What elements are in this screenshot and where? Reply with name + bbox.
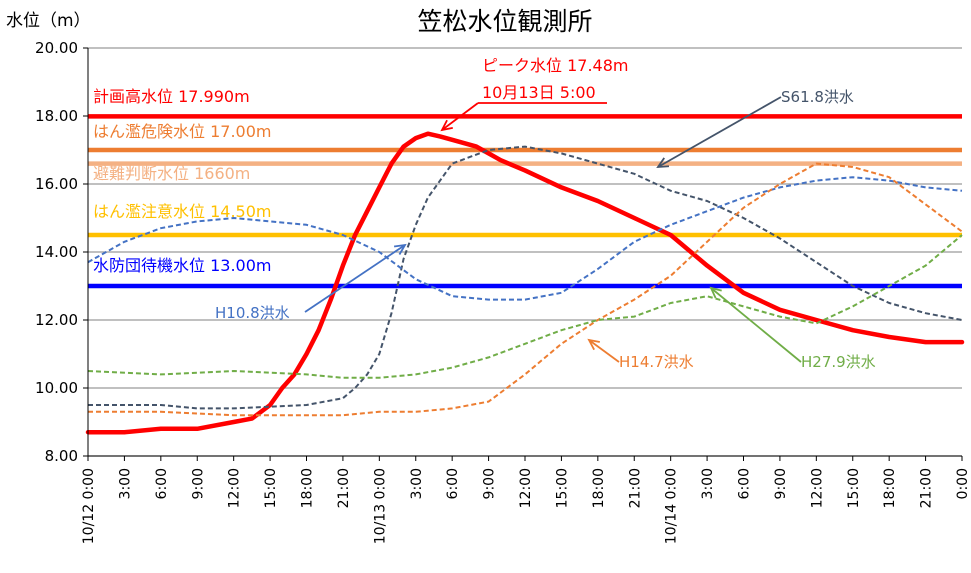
y-tick-label: 16.00 bbox=[35, 175, 78, 193]
x-tick-label: 3:00 bbox=[700, 468, 716, 499]
x-tick-label: 10/12 0:00 bbox=[81, 468, 97, 544]
reference-level-label: はん濫危険水位 17.00m bbox=[93, 122, 271, 141]
x-tick-label: 10/14 0:00 bbox=[664, 468, 680, 544]
y-tick-label: 10.00 bbox=[35, 379, 78, 397]
x-tick-label: 18:00 bbox=[300, 468, 316, 508]
series-annotation-label: H14.7洪水 bbox=[619, 353, 694, 371]
annotation-arrow bbox=[588, 339, 620, 363]
x-tick-label: 12:00 bbox=[518, 468, 534, 508]
series-line bbox=[87, 176, 963, 301]
current-flood-line bbox=[85, 131, 965, 435]
x-tick-label: 3:00 bbox=[117, 468, 133, 499]
x-tick-label: 6:00 bbox=[737, 468, 753, 499]
y-tick-label: 12.00 bbox=[35, 311, 78, 329]
x-tick-label: 18:00 bbox=[591, 468, 607, 508]
peak-time-label: 10月13日 5:00 bbox=[482, 83, 596, 102]
x-tick-label: 9:00 bbox=[190, 468, 206, 499]
x-tick-label: 15:00 bbox=[846, 468, 862, 508]
peak-arrow bbox=[441, 102, 479, 131]
x-tick-label: 21:00 bbox=[336, 468, 352, 508]
series-annotation-label: H10.8洪水 bbox=[215, 304, 290, 322]
annotation-arrow-head bbox=[656, 157, 670, 169]
x-tick-label: 6:00 bbox=[445, 468, 461, 499]
axes bbox=[83, 47, 963, 461]
x-tick-labels: 10/12 0:00 3:00 6:00 9:00 12:00 15:00 18:00 21:… bbox=[81, 468, 971, 544]
x-tick-label: 12:00 bbox=[227, 468, 243, 508]
x-tick-label: 9:00 bbox=[773, 468, 789, 499]
series-annotation-label: S61.8洪水 bbox=[781, 88, 854, 106]
reference-level-label: 避難判断水位 1660m bbox=[93, 164, 250, 183]
annotation-arrow-head bbox=[709, 286, 722, 299]
x-tick-label: 21:00 bbox=[919, 468, 935, 508]
annotation-arrow bbox=[710, 287, 802, 363]
annotation-arrow-head bbox=[393, 243, 407, 255]
reference-level-labels: 計画高水位 17.990m はん濫危険水位 17.00m 避難判断水位 1660m は… bbox=[93, 87, 271, 275]
y-tick-label: 14.00 bbox=[35, 243, 78, 261]
annotation-arrow-head bbox=[587, 338, 600, 351]
x-tick-label: 0:00 bbox=[955, 468, 971, 499]
series-annotation-label: H27.9洪水 bbox=[801, 353, 876, 371]
x-tick-label: 21:00 bbox=[627, 468, 643, 508]
peak-arrow-head bbox=[440, 119, 453, 132]
series-annotations: S61.8洪水 H10.8洪水 H14.7洪水 H27.9洪水 ピーク水位 17.48m… bbox=[215, 56, 876, 371]
series-lines bbox=[85, 131, 965, 435]
y-tick-label: 18.00 bbox=[35, 107, 78, 125]
x-tick-label: 3:00 bbox=[409, 468, 425, 499]
chart-title: 笠松水位観測所 bbox=[417, 7, 592, 36]
series-line bbox=[88, 145, 963, 410]
series-line bbox=[87, 234, 963, 379]
y-tick-label: 8.00 bbox=[45, 447, 78, 465]
series-line bbox=[88, 162, 963, 417]
reference-level-label: 計画高水位 17.990m bbox=[93, 87, 250, 106]
x-tick-label: 12:00 bbox=[809, 468, 825, 508]
x-tick-label: 10/13 0:00 bbox=[372, 468, 388, 544]
peak-level-label: ピーク水位 17.48m bbox=[482, 56, 628, 75]
x-tick-label: 15:00 bbox=[263, 468, 279, 508]
annotation-arrow bbox=[304, 244, 406, 313]
y-tick-label: 20.00 bbox=[35, 39, 78, 57]
x-tick-label: 18:00 bbox=[882, 468, 898, 508]
x-tick-label: 6:00 bbox=[154, 468, 170, 499]
y-tick-labels: 8.00 10.00 12.00 14.00 16.00 18.00 20.00 bbox=[35, 39, 78, 465]
x-tick-label: 15:00 bbox=[554, 468, 570, 508]
x-tick-label: 9:00 bbox=[482, 468, 498, 499]
y-axis-unit-label: 水位（m） bbox=[6, 11, 91, 31]
reference-level-label: 水防団待機水位 13.00m bbox=[93, 256, 271, 275]
annotation-arrow bbox=[657, 96, 782, 168]
reference-level-label: はん濫注意水位 14.50m bbox=[93, 202, 271, 221]
